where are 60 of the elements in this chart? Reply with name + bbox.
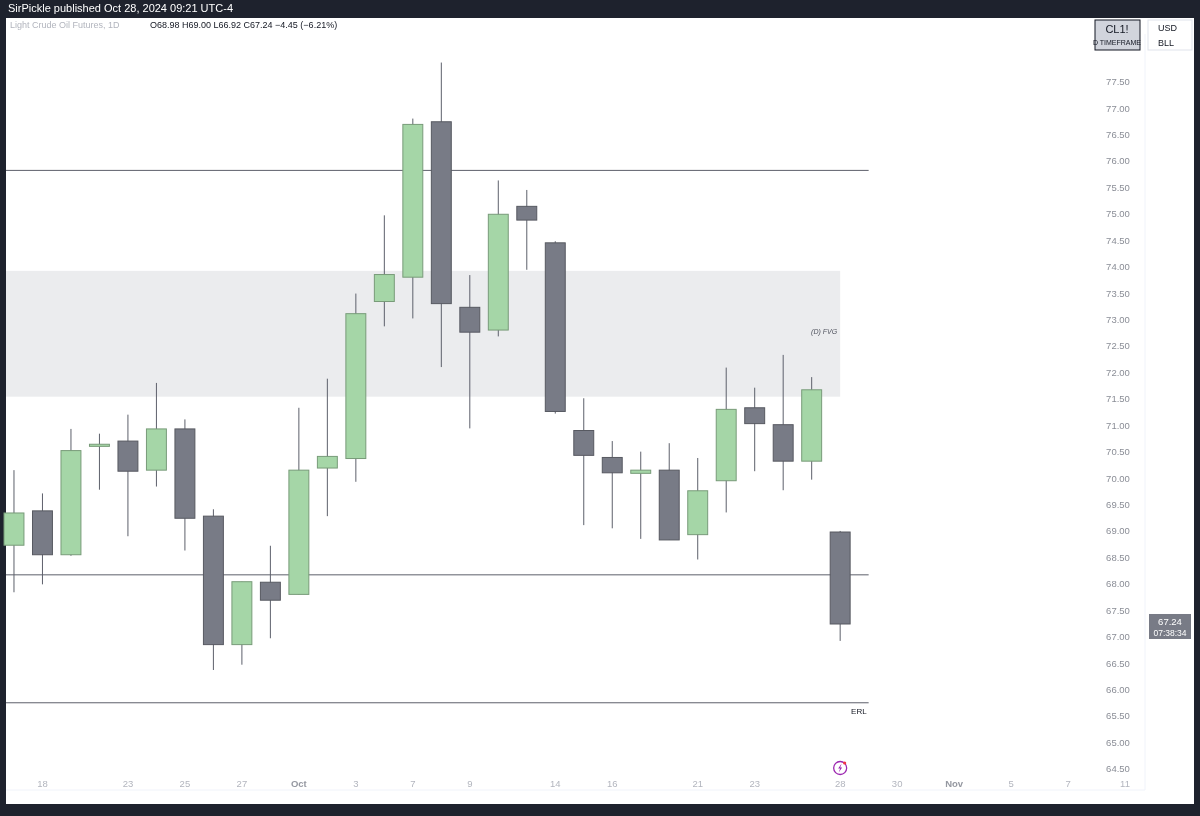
y-tick-label: 67.50 <box>1106 604 1130 616</box>
candlestick <box>88 433 110 491</box>
y-tick-label: 69.50 <box>1106 499 1130 511</box>
x-tick-label: 7 <box>410 778 416 789</box>
y-tick-label: 67.00 <box>1106 631 1130 643</box>
y-tick-label: 75.00 <box>1106 208 1130 220</box>
x-tick-label: 3 <box>353 778 359 789</box>
y-tick-label: 72.50 <box>1106 340 1130 352</box>
y-tick-label: 75.50 <box>1106 181 1130 193</box>
x-tick-label: 9 <box>467 778 473 789</box>
text: SirPickle published Oct 28, 2024 09:21 UTC-4 <box>8 2 234 14</box>
y-tick-label: 69.00 <box>1106 525 1130 537</box>
text: 07:38:34 <box>1153 628 1187 638</box>
x-tick-label: 7 <box>1065 778 1071 789</box>
y-tick-label: 65.00 <box>1106 736 1130 748</box>
y-tick-label: 76.00 <box>1106 155 1130 167</box>
x-tick-label: 28 <box>834 778 846 789</box>
x-tick-label: 27 <box>236 778 248 789</box>
x-tick-label: 30 <box>891 778 903 789</box>
x-tick-label: Nov <box>945 778 964 789</box>
y-tick-label: 73.00 <box>1106 313 1130 325</box>
x-tick-label: 21 <box>692 778 704 789</box>
y-tick-label: 70.00 <box>1106 472 1130 484</box>
y-tick-label: 77.50 <box>1106 76 1130 88</box>
y-tick-label: 72.00 <box>1106 366 1130 378</box>
x-tick-label: 23 <box>122 778 134 789</box>
y-tick-label: 68.00 <box>1106 578 1130 590</box>
candlestick <box>516 189 538 271</box>
y-tick-label: 71.50 <box>1106 393 1130 405</box>
x-tick-label: 16 <box>606 778 618 789</box>
y-tick-label: 74.00 <box>1106 261 1130 273</box>
y-tick-label: 65.50 <box>1106 710 1130 722</box>
y-tick-label: 68.50 <box>1106 551 1130 563</box>
chart-subtitle: O68.98 H69.00 L66.92 C67.24 −4.45 (−6.21%) <box>150 20 338 30</box>
x-tick-label: 18 <box>37 778 48 789</box>
x-tick-label: 23 <box>749 778 760 789</box>
y-tick-label: 77.00 <box>1106 102 1130 114</box>
chart-title: Light Crude Oil Futures, 1D <box>10 20 121 30</box>
y-tick-label: 66.50 <box>1106 657 1130 669</box>
x-tick-label: 11 <box>1120 778 1130 789</box>
y-tick-label: 71.00 <box>1106 419 1130 431</box>
y-tick-label: 66.00 <box>1106 684 1130 696</box>
y-tick-label: 73.50 <box>1106 287 1130 299</box>
y-tick-label: 74.50 <box>1106 234 1130 246</box>
y-tick-label: 64.50 <box>1106 763 1130 775</box>
x-tick-label: 25 <box>179 778 191 789</box>
text: BLL <box>1158 38 1175 48</box>
y-tick-label: 76.50 <box>1106 128 1130 140</box>
text: USD <box>1158 23 1178 33</box>
x-tick-label: 14 <box>549 778 561 789</box>
x-tick-label: Oct <box>290 778 308 789</box>
ref-line-label: ERL <box>851 706 868 716</box>
candlestick <box>630 451 652 540</box>
text: 67.24 <box>1158 616 1182 627</box>
annotation: CL1! <box>1105 23 1129 35</box>
candlestick <box>316 378 338 517</box>
y-tick-label: 70.50 <box>1106 446 1130 458</box>
candlestick <box>601 440 623 529</box>
candlestick <box>744 387 766 472</box>
x-tick-label: 5 <box>1008 778 1014 789</box>
